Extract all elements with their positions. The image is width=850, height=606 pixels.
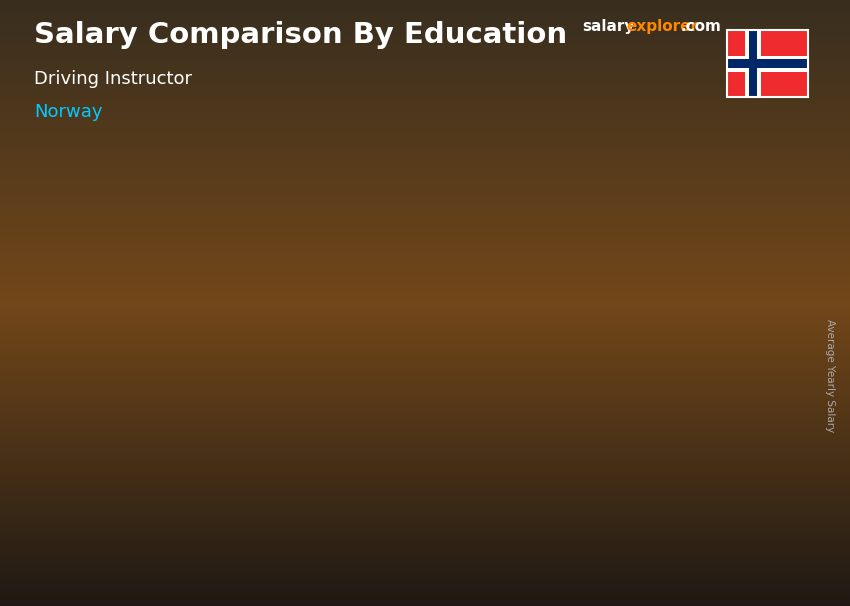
Polygon shape: [323, 389, 483, 411]
Text: Norway: Norway: [34, 103, 103, 121]
Text: salary: salary: [582, 19, 635, 35]
Text: Salary Comparison By Education: Salary Comparison By Education: [34, 21, 567, 49]
Text: Driving Instructor: Driving Instructor: [34, 70, 192, 88]
Polygon shape: [454, 389, 483, 576]
Text: +68%: +68%: [470, 273, 556, 299]
Text: 139,000 NOK: 139,000 NOK: [106, 442, 224, 457]
Polygon shape: [572, 278, 732, 299]
Polygon shape: [73, 470, 82, 576]
Text: 218,000 NOK: 218,000 NOK: [309, 382, 428, 397]
Polygon shape: [205, 448, 234, 576]
Polygon shape: [572, 299, 703, 576]
Polygon shape: [323, 411, 331, 576]
Text: explorer: explorer: [626, 19, 699, 35]
Polygon shape: [73, 448, 234, 470]
Text: .com: .com: [680, 19, 721, 35]
Polygon shape: [73, 470, 205, 576]
Text: Average Yearly Salary: Average Yearly Salary: [824, 319, 835, 432]
Polygon shape: [196, 470, 205, 576]
Polygon shape: [446, 411, 454, 576]
Text: 365,000 NOK: 365,000 NOK: [671, 270, 788, 285]
Polygon shape: [572, 299, 580, 576]
Polygon shape: [323, 411, 454, 576]
Polygon shape: [703, 278, 732, 576]
Text: +57%: +57%: [214, 378, 300, 404]
Polygon shape: [695, 299, 703, 576]
